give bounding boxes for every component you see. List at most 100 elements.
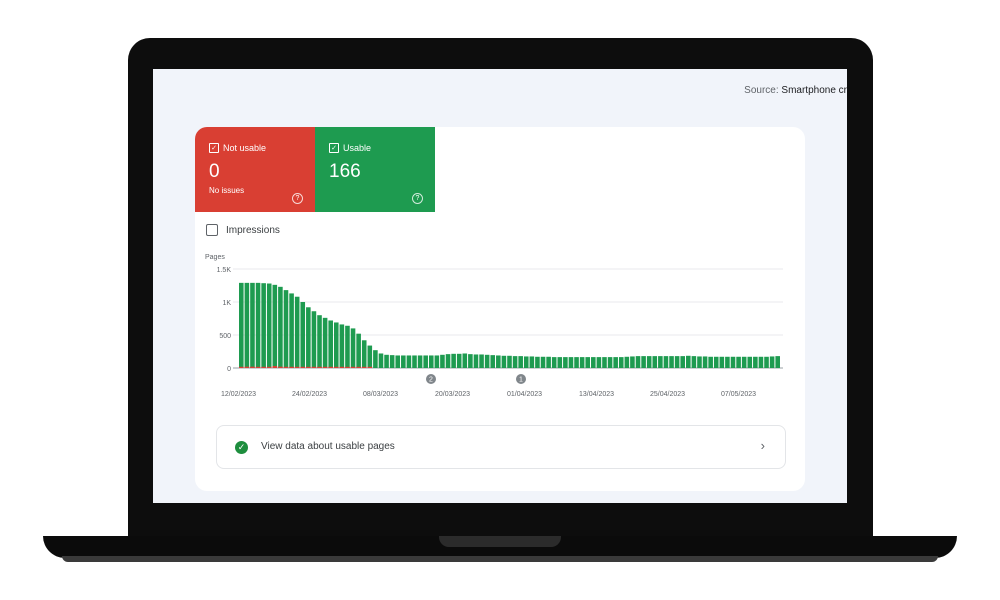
view-usable-pages-row[interactable]: ✓ View data about usable pages ›: [216, 425, 786, 469]
bar-not-usable: [339, 366, 345, 368]
pages-chart: Pages 0 500 1K 1.5K 12/02/2023 24/02/2023 08/0…: [205, 254, 783, 398]
bar-usable: [563, 357, 568, 368]
x-tick-label: 25/04/2023: [650, 391, 685, 398]
bar-usable: [428, 355, 434, 368]
y-axis-label: Pages: [205, 254, 225, 261]
bar-usable: [602, 357, 607, 368]
bar-usable: [540, 356, 546, 368]
bar-not-usable: [328, 366, 333, 368]
bar-usable: [239, 282, 244, 368]
bar-not-usable: [294, 366, 300, 368]
impressions-toggle[interactable]: Impressions: [206, 224, 280, 236]
impressions-label: Impressions: [226, 224, 280, 236]
bar-usable: [311, 311, 317, 368]
bar-usable: [456, 353, 462, 368]
bar-usable: [741, 356, 747, 368]
not-usable-label: Not usable: [223, 143, 267, 153]
bar-usable: [283, 290, 289, 368]
bar-usable: [434, 355, 440, 368]
bar-usable: [663, 356, 669, 368]
bar-usable: [395, 355, 401, 368]
help-icon[interactable]: ?: [292, 193, 303, 204]
usable-label: Usable: [343, 143, 372, 153]
bar-usable: [686, 355, 691, 368]
bar-usable: [300, 302, 306, 368]
bar-usable: [551, 357, 557, 368]
bar-usable: [378, 353, 384, 368]
bar-usable: [713, 356, 719, 368]
bar-not-usable: [244, 366, 250, 368]
bar-usable: [462, 353, 468, 368]
help-icon[interactable]: ?: [412, 193, 423, 204]
view-usable-pages-label: View data about usable pages: [261, 441, 395, 452]
laptop-base: [43, 536, 957, 558]
bar-usable: [669, 356, 674, 368]
bar-not-usable: [361, 366, 367, 368]
annotation-label: 1: [519, 377, 523, 384]
bar-usable: [401, 355, 406, 368]
bar-usable: [708, 356, 713, 368]
bar-usable: [764, 356, 769, 368]
bar-usable: [322, 317, 328, 368]
bar-usable: [384, 354, 389, 368]
x-tick-label: 24/02/2023: [292, 391, 327, 398]
bar-not-usable: [266, 366, 272, 368]
bar-usable: [568, 357, 574, 368]
bar-usable: [769, 356, 775, 368]
bar-usable: [518, 356, 523, 368]
coverage-card: ✓ Not usable 0 No issues ? ✓ Usable 166 …: [195, 127, 805, 491]
bar-usable: [440, 354, 445, 368]
bar-not-usable: [306, 366, 311, 368]
bar-not-usable: [255, 366, 261, 368]
bar-usable: [255, 282, 261, 368]
bar-usable: [557, 357, 563, 368]
checkbox-checked-icon[interactable]: ✓: [329, 143, 339, 153]
checkbox-checked-icon[interactable]: ✓: [209, 143, 219, 153]
bar-usable: [261, 283, 266, 368]
bar-usable: [753, 356, 758, 368]
bar-usable: [523, 356, 529, 368]
bar-usable: [585, 357, 591, 368]
bar-not-usable: [239, 366, 244, 368]
bar-not-usable: [311, 366, 317, 368]
bar-usable: [484, 354, 490, 368]
x-tick-label: 01/04/2023: [507, 391, 542, 398]
bar-usable: [350, 328, 356, 368]
bar-usable: [317, 315, 322, 368]
x-tick-label: 13/04/2023: [579, 391, 614, 398]
x-tick-label: 20/03/2023: [435, 391, 470, 398]
bar-usable: [546, 356, 551, 368]
bar-usable: [306, 307, 311, 368]
bar-not-usable: [289, 366, 294, 368]
bar-usable: [289, 293, 294, 368]
annotation-label: 2: [429, 377, 433, 384]
checkbox-unchecked-icon[interactable]: [206, 224, 218, 236]
bar-usable: [652, 356, 658, 368]
not-usable-count: 0: [209, 161, 220, 182]
bar-usable: [250, 282, 255, 368]
bar-usable: [266, 283, 272, 368]
annotation-marker: [516, 374, 526, 384]
source-value: Smartphone cr: [781, 85, 847, 96]
source-label[interactable]: Source: Smartphone cr: [744, 85, 847, 96]
bar-usable: [367, 345, 373, 368]
y-tick-label: 0: [227, 366, 231, 373]
y-tick-label: 1.5K: [217, 267, 232, 274]
not-usable-tile[interactable]: ✓ Not usable 0 No issues ?: [195, 127, 315, 212]
bar-not-usable: [283, 366, 289, 368]
bar-not-usable: [333, 366, 339, 368]
bar-usable: [596, 357, 602, 368]
laptop-base-shadow: [62, 556, 938, 562]
bar-usable: [412, 355, 417, 368]
bar-usable: [658, 356, 663, 368]
bar-usable: [702, 356, 708, 368]
bar-usable: [479, 354, 484, 368]
y-tick-label: 500: [219, 333, 231, 340]
bar-usable: [361, 340, 367, 368]
bar-usable: [591, 357, 596, 368]
bar-usable: [641, 356, 646, 368]
bar-usable: [730, 356, 736, 368]
usable-tile[interactable]: ✓ Usable 166 ?: [315, 127, 435, 212]
bar-usable: [646, 356, 652, 368]
bar-usable: [496, 355, 501, 368]
